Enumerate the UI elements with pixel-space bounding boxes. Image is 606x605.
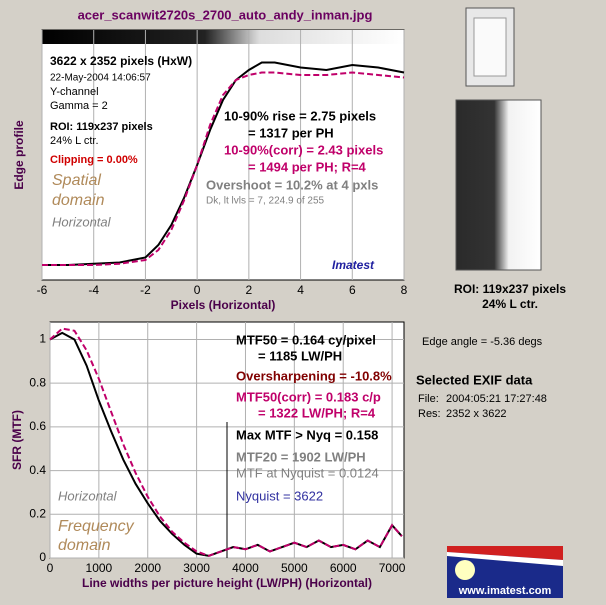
series-line [42, 71, 405, 266]
annotation: MTF at Nyquist = 0.0124 [236, 465, 379, 480]
annotation: Oversharpening = -10.8% [236, 368, 392, 383]
x-axis-label: Line widths per picture height (LW/PH) (… [82, 576, 372, 590]
annotation: Frequency [58, 518, 135, 535]
roi-image [455, 99, 542, 271]
annotation: 3622 x 2352 pixels (HxW) [50, 54, 192, 68]
x-tick-label: -2 [140, 283, 151, 297]
plot-area [41, 29, 405, 281]
logo-stripe [447, 552, 563, 566]
exif-title: Selected EXIF data [416, 372, 533, 387]
x-tick-label: 7000 [379, 561, 406, 575]
gradient-bar [42, 30, 404, 44]
x-tick-label: -4 [88, 283, 99, 297]
title: acer_scanwit2720s_2700_auto_andy_inman.j… [78, 7, 373, 22]
y-axis-label: SFR (MTF) [10, 410, 24, 470]
x-tick-label: 5000 [281, 561, 308, 575]
x-axis-label: Pixels (Horizontal) [171, 298, 276, 312]
annotation: Imatest [332, 258, 375, 272]
annotation: Horizontal [52, 214, 112, 229]
roi-label: ROI: 119x237 pixels [454, 282, 566, 296]
x-tick-label: 2000 [134, 561, 161, 575]
y-tick-label: 0.2 [29, 506, 46, 520]
annotation: Dk, lt lvls = 7, 224.9 of 255 [206, 196, 325, 207]
logo-text: www.imatest.com [458, 585, 552, 597]
annotation: domain [52, 192, 105, 209]
exif-res-label: Res: [418, 408, 441, 420]
roi-position: 24% L ctr. [482, 297, 538, 311]
exif-file: 2004:05:21 17:27:48 [446, 393, 547, 405]
y-tick-label: 0 [39, 550, 46, 564]
x-tick-label: -6 [37, 283, 48, 297]
annotation: domain [58, 537, 111, 554]
x-tick-label: 4 [297, 283, 304, 297]
edge-angle: Edge angle = -5.36 degs [422, 336, 543, 348]
x-tick-label: 0 [47, 561, 54, 575]
annotation: Max MTF > Nyq = 0.158 [236, 427, 378, 442]
logo-sun [455, 560, 475, 580]
thumbnail-chart [473, 17, 507, 77]
x-tick-label: 6000 [330, 561, 357, 575]
annotation: 10-90% rise = 2.75 pixels [224, 108, 376, 123]
annotation: MTF50(corr) = 0.183 c/p [236, 389, 381, 404]
annotation: Y-channel [50, 86, 99, 98]
y-axis-label: Edge profile [12, 120, 26, 190]
annotation: MTF50 = 0.164 cy/pixel [236, 332, 376, 347]
x-tick-label: 4000 [232, 561, 259, 575]
series-line [42, 61, 405, 266]
annotation: Nyquist = 3622 [236, 488, 323, 503]
x-tick-label: 8 [401, 283, 408, 297]
exif-res: 2352 x 3622 [446, 408, 507, 420]
logo-stripe [447, 546, 563, 560]
annotation: Horizontal [58, 488, 118, 503]
annotation: = 1185 LW/PH [258, 348, 342, 363]
series-line [49, 327, 403, 557]
x-tick-label: 1000 [86, 561, 113, 575]
annotation: Spatial [52, 172, 101, 189]
x-tick-label: 3000 [183, 561, 210, 575]
annotation: Gamma = 2 [50, 100, 108, 112]
annotation: = 1317 per PH [248, 125, 334, 140]
annotation: = 1494 per PH; R=4 [248, 159, 367, 174]
annotation: Clipping = 0.00% [50, 154, 138, 166]
annotation: 24% L ctr. [50, 135, 99, 147]
annotation: Overshoot = 10.2% at 4 pxls [206, 177, 378, 192]
annotation: 10-90%(corr) = 2.43 pixels [224, 142, 383, 157]
x-tick-label: 2 [246, 283, 253, 297]
annotation: 22-May-2004 14:06:57 [50, 73, 151, 84]
y-tick-label: 1 [39, 332, 46, 346]
annotation: = 1322 LW/PH; R=4 [258, 405, 376, 420]
x-tick-label: 6 [349, 283, 356, 297]
exif-file-label: File: [418, 393, 439, 405]
y-tick-label: 0.6 [29, 419, 46, 433]
x-tick-label: 0 [194, 283, 201, 297]
y-tick-label: 0.4 [29, 463, 46, 477]
annotation: ROI: 119x237 pixels [50, 121, 153, 133]
y-tick-label: 0.8 [29, 375, 46, 389]
annotation: MTF20 = 1902 LW/PH [236, 449, 366, 464]
